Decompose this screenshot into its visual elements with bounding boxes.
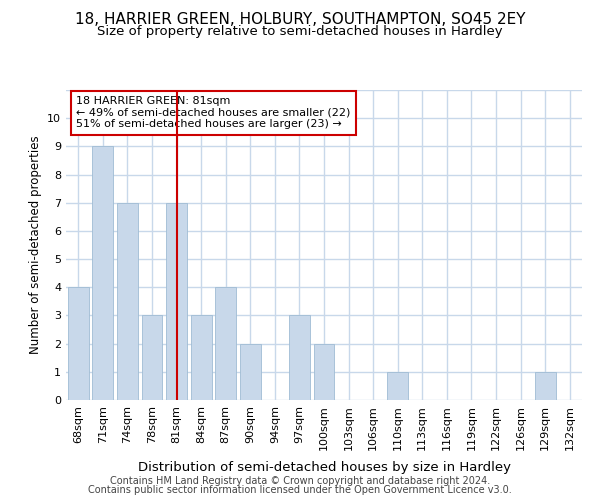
Bar (117, 202, 138, 400)
Text: Size of property relative to semi-detached houses in Hardley: Size of property relative to semi-detach… (97, 25, 503, 38)
Text: 18 HARRIER GREEN: 81sqm
← 49% of semi-detached houses are smaller (22)
51% of se: 18 HARRIER GREEN: 81sqm ← 49% of semi-de… (76, 96, 350, 130)
Bar (68, 288, 89, 400)
Text: Contains public sector information licensed under the Open Government Licence v3: Contains public sector information licen… (88, 485, 512, 495)
Text: Contains HM Land Registry data © Crown copyright and database right 2024.: Contains HM Land Registry data © Crown c… (110, 476, 490, 486)
X-axis label: Distribution of semi-detached houses by size in Hardley: Distribution of semi-detached houses by … (137, 461, 511, 474)
Bar (314, 344, 334, 400)
Bar (92, 146, 113, 400)
Bar (191, 316, 212, 400)
Text: 18, HARRIER GREEN, HOLBURY, SOUTHAMPTON, SO45 2EY: 18, HARRIER GREEN, HOLBURY, SOUTHAMPTON,… (75, 12, 525, 28)
Bar (387, 372, 408, 400)
Bar (215, 288, 236, 400)
Y-axis label: Number of semi-detached properties: Number of semi-detached properties (29, 136, 41, 354)
Bar (535, 372, 556, 400)
Bar (240, 344, 261, 400)
Bar (166, 202, 187, 400)
Bar (142, 316, 163, 400)
Bar (289, 316, 310, 400)
